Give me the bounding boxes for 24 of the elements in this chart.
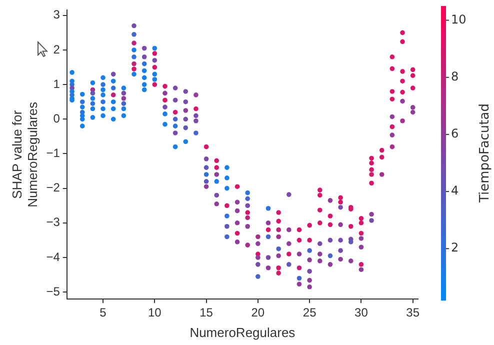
x-axis-title: NumeroRegulares: [190, 324, 296, 340]
color-bar-label: 4: [451, 184, 459, 198]
x-tick-label: 25: [302, 306, 317, 320]
y-tick-label: −5: [46, 284, 60, 298]
y-tick-label: −2: [46, 180, 60, 195]
color-bar-label: 2: [451, 240, 459, 255]
x-tick-label: 30: [354, 306, 368, 320]
y-axis-title: SHAP value for NumeroRegulares: [9, 101, 40, 208]
x-tick-label: 20: [251, 306, 265, 320]
y-tick-label: 1: [53, 76, 60, 91]
x-tick-label: 15: [200, 306, 214, 320]
color-bar-label: 10: [451, 12, 466, 26]
x-tick-label: 5: [100, 306, 107, 320]
y-tick-label: 0: [53, 111, 60, 126]
y-tick-label: 2: [53, 42, 60, 56]
y-tick-label: 3: [53, 8, 60, 22]
x-tick-label: 35: [406, 306, 420, 320]
color-bar-label: 8: [451, 69, 459, 84]
color-bar-label: 6: [451, 126, 459, 141]
y-tick-label: −4: [46, 250, 60, 264]
y-tick-label: −3: [46, 215, 60, 230]
x-tick-label: 10: [148, 306, 162, 320]
y-tick-label: −1: [46, 146, 60, 160]
color-bar-title: TiempoFacutad: [477, 104, 492, 204]
